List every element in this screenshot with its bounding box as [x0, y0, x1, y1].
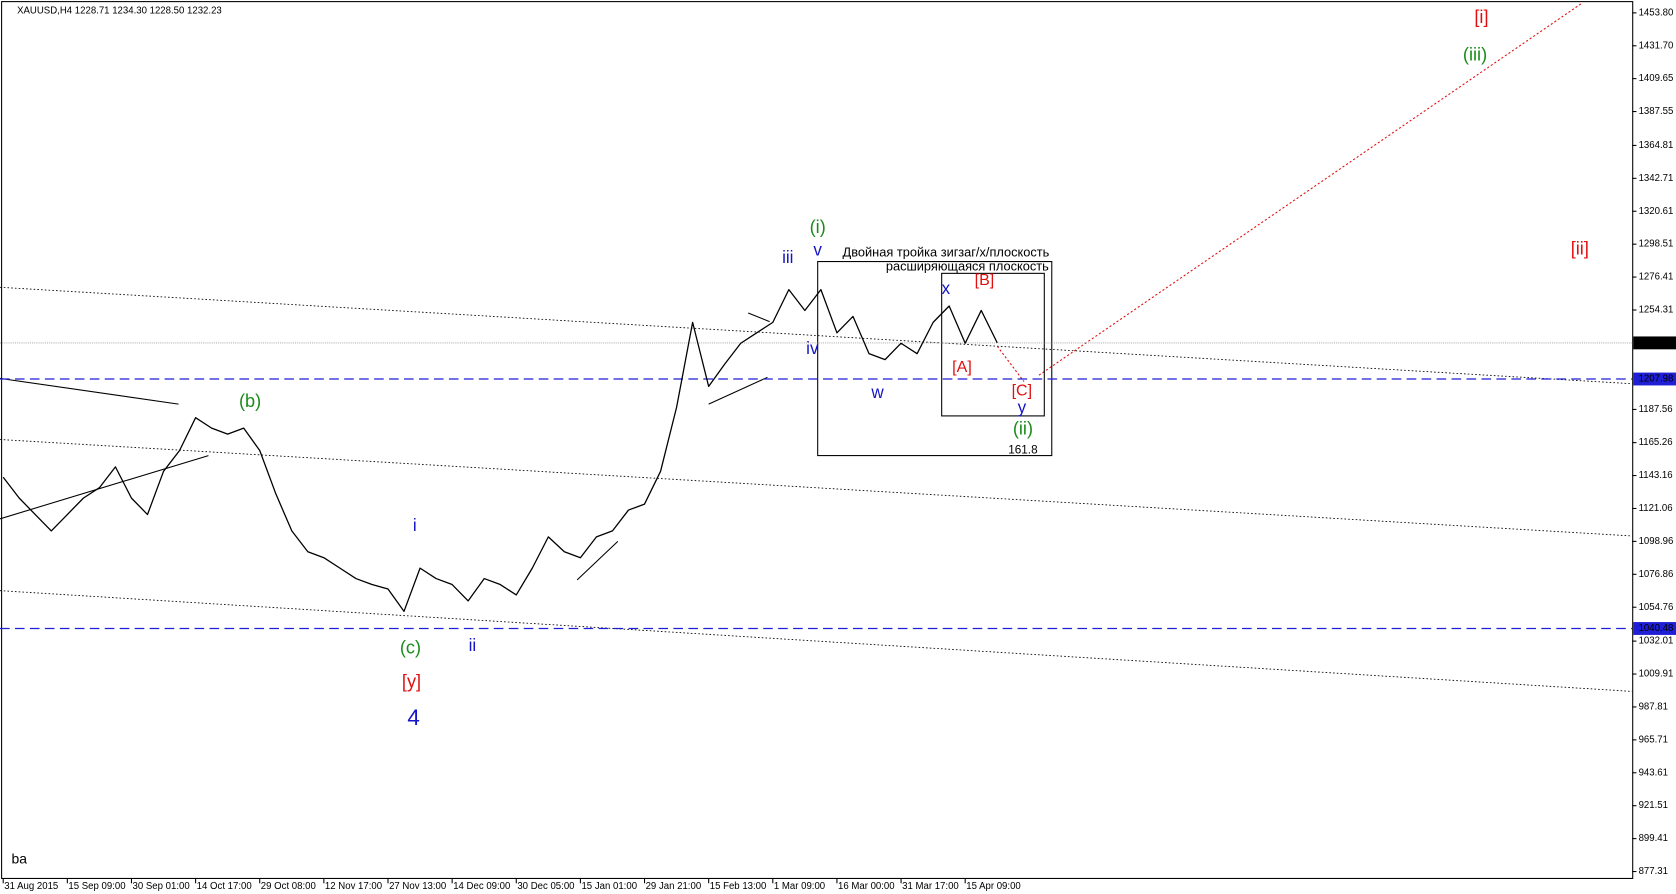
wave-label: 161.8	[1008, 443, 1038, 456]
projection	[1038, 2, 1583, 376]
x-tick-label: 14 Dec 09:00	[453, 881, 510, 892]
pattern-box	[941, 272, 1045, 417]
y-tick-label: 1054.76	[1639, 602, 1674, 613]
level-label: 1207.98	[1639, 374, 1674, 385]
wave-label: [ii]	[1571, 239, 1589, 259]
x-tick-label: 27 Nov 13:00	[389, 881, 446, 892]
wave-label: [A]	[952, 358, 972, 376]
level-label-bg	[1633, 622, 1676, 635]
y-tick-label: 1254.31	[1639, 305, 1674, 316]
wave-label: [i]	[1474, 7, 1488, 27]
y-tick-label: 1009.91	[1639, 669, 1674, 680]
y-tick-label: 1298.51	[1639, 239, 1674, 250]
wave-label: (ii)	[1013, 419, 1033, 439]
chart-title: XAUUSD,H4 1228.71 1234.30 1228.50 1232.2…	[17, 5, 222, 16]
x-tick-label: 16 Mar 00:00	[838, 881, 895, 892]
y-tick-label: 1032.01	[1639, 636, 1674, 647]
y-tick-label: 987.81	[1639, 701, 1668, 712]
x-tick-label: 15 Sep 09:00	[68, 881, 125, 892]
y-tick-label: 1431.70	[1639, 40, 1674, 51]
x-tick-label: 14 Oct 17:00	[197, 881, 252, 892]
y-tick-label: 1364.81	[1639, 140, 1674, 151]
wave-label: w	[870, 383, 884, 402]
trendline	[708, 376, 768, 405]
y-tick-label: 1098.96	[1639, 536, 1674, 547]
x-tick-label: 15 Apr 09:00	[966, 881, 1021, 892]
wave-label: v	[813, 240, 822, 259]
wave-label: (i)	[810, 217, 826, 237]
y-tick-label: 965.71	[1639, 734, 1668, 745]
x-tick-label: 31 Mar 17:00	[902, 881, 959, 892]
wave-label: i	[413, 516, 417, 535]
x-tick-label: 15 Feb 13:00	[710, 881, 767, 892]
trendlines	[0, 2, 1633, 692]
y-tick-label: 1409.65	[1639, 73, 1674, 84]
wave-label: 4	[407, 705, 419, 730]
level-label: 1040.48	[1639, 623, 1674, 634]
x-tick-label: 31 Aug 2015	[4, 881, 58, 892]
current-price-label: 1232.23	[1639, 337, 1674, 348]
y-tick-label: 943.61	[1639, 767, 1668, 778]
trendline	[0, 455, 209, 520]
y-tick-label: 1342.71	[1639, 173, 1674, 184]
wave-label: iii	[782, 248, 793, 267]
wave-label: (c)	[400, 637, 421, 657]
x-tick-label: 15 Jan 01:00	[581, 881, 637, 892]
plot-frame	[1, 1, 1634, 879]
wave-label: [C]	[1012, 381, 1032, 399]
wave-label: [y]	[402, 672, 421, 692]
current-price-bg	[1633, 336, 1676, 350]
trendline	[0, 377, 179, 405]
wave-label: расширяющаяся плоскость	[886, 258, 1049, 273]
wave-label: ba	[12, 850, 28, 866]
trendline	[748, 312, 770, 323]
y-tick-label: 1143.16	[1639, 470, 1673, 481]
y-tick-label: 899.41	[1639, 833, 1668, 844]
trendline	[576, 540, 619, 581]
y-tick-label: 1121.06	[1639, 503, 1673, 514]
level-label-bg	[1633, 372, 1676, 386]
y-tick-label: 1387.55	[1639, 106, 1674, 117]
x-tick-label: 29 Jan 21:00	[646, 881, 702, 892]
wave-label: (iii)	[1463, 45, 1487, 65]
wave-label: Двойная тройка зигзаг/x/плоскость	[843, 244, 1050, 259]
x-tick-label: 1 Mar 09:00	[774, 881, 825, 892]
y-tick-label: 1453.80	[1639, 7, 1674, 18]
price-line	[2, 288, 998, 612]
x-tick-label: 30 Dec 05:00	[517, 881, 574, 892]
y-tick-label: 1165.26	[1639, 437, 1673, 448]
trendline	[0, 590, 1633, 692]
trendline	[0, 286, 1633, 385]
y-tick-label: 1187.56	[1639, 404, 1673, 415]
pattern-box	[817, 261, 1053, 457]
wave-label: y	[1018, 398, 1027, 417]
y-tick-label: 1320.61	[1639, 206, 1674, 217]
trendline	[0, 439, 1633, 537]
y-tick-label: 877.31	[1639, 866, 1668, 877]
wave-label: ii	[469, 636, 477, 655]
x-tick-label: 30 Sep 01:00	[133, 881, 190, 892]
y-tick-label: 1276.41	[1639, 272, 1674, 283]
y-tick-label: 1076.86	[1639, 569, 1674, 580]
wave-label: [B]	[975, 271, 995, 289]
wave-label: iv	[806, 339, 819, 358]
x-tick-label: 12 Nov 17:00	[325, 881, 382, 892]
y-tick-label: 921.51	[1639, 800, 1668, 811]
wave-label: x	[942, 279, 951, 298]
projection	[996, 345, 1025, 382]
wave-label: (b)	[239, 391, 261, 411]
x-tick-label: 29 Oct 08:00	[261, 881, 316, 892]
